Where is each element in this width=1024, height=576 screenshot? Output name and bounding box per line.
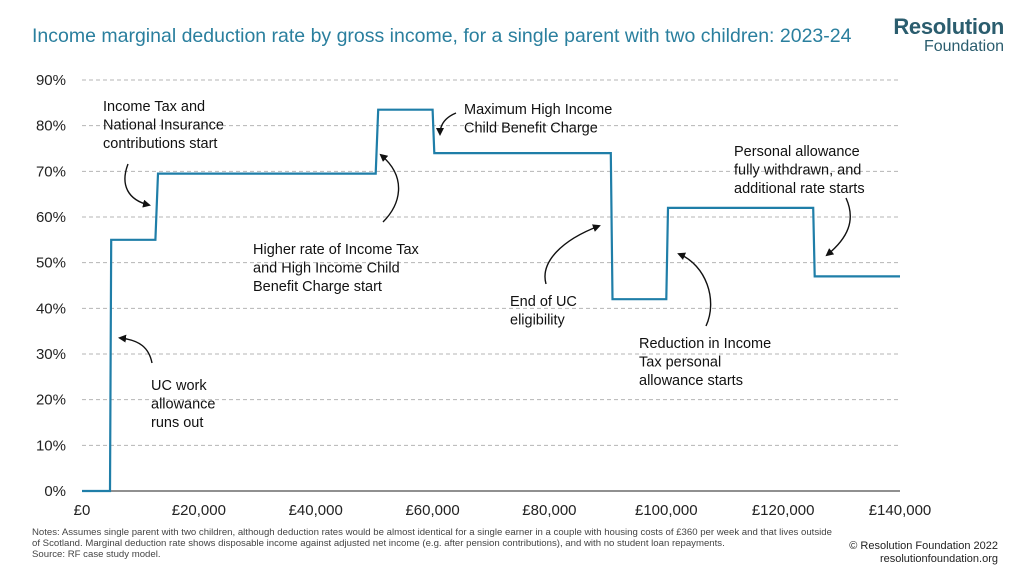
annotation-arrow: [379, 153, 400, 223]
notes-text: Notes: Assumes single parent with two ch…: [32, 527, 832, 549]
annotation-label: Reduction in Income Tax personal allowance…: [639, 336, 771, 389]
annotation-arrow: [825, 197, 851, 257]
annotation-label: UC work allowance runs out: [151, 378, 216, 431]
annotation-arrow: [544, 224, 601, 285]
series-line: [82, 108, 900, 493]
gridlines: [82, 79, 900, 446]
annotation-label: Personal allowance fully withdrawn, and ad…: [734, 144, 865, 197]
website-text: resolutionfoundation.org: [879, 553, 998, 565]
annotation-label: Higher rate of Income Tax and High Income…: [253, 242, 420, 295]
x-tick-label: £60,000: [405, 502, 459, 519]
annotation-uc-work: UC work allowance runs out: [118, 334, 216, 431]
annotation-pa-withdrawn: Personal allowance fully withdrawn, and ad…: [734, 144, 865, 257]
annotation-end-uc: End of UC eligibility: [510, 224, 601, 329]
y-tick-label: 50%: [36, 255, 66, 272]
chart-title: Income marginal deduction rate by gross …: [32, 25, 852, 47]
logo-line-1: Resolution: [893, 14, 1004, 39]
annotations: Income Tax and National Insurance contribu…: [103, 99, 865, 431]
y-tick-label: 0%: [44, 483, 66, 500]
annotation-pa-reduction: Reduction in Income Tax personal allowance…: [639, 252, 771, 389]
x-tick-label: £20,000: [172, 502, 226, 519]
x-tick-label: £0: [74, 502, 91, 519]
y-tick-label: 60%: [36, 209, 66, 226]
y-tick-label: 10%: [36, 437, 66, 454]
annotation-higher-rate: Higher rate of Income Tax and High Income…: [253, 153, 420, 295]
annotation-arrow: [124, 163, 151, 208]
x-tick-label: £140,000: [869, 502, 932, 519]
annotation-label: Income Tax and National Insurance contribu…: [103, 99, 224, 152]
annotation-arrow: [436, 112, 457, 136]
y-axis-tick-labels: 0% 10% 20% 30% 40% 50% 60% 70% 80% 90%: [36, 72, 66, 500]
y-tick-label: 80%: [36, 118, 66, 135]
x-axis-tick-labels: £0 £20,000 £40,000 £60,000 £80,000 £100,000 £1…: [74, 502, 932, 519]
y-tick-label: 70%: [36, 163, 66, 180]
y-tick-label: 20%: [36, 392, 66, 409]
annotation-max-hicbc: Maximum High Income Child Benefit Charge: [436, 102, 612, 137]
y-tick-label: 40%: [36, 300, 66, 317]
x-tick-label: £40,000: [289, 502, 343, 519]
annotation-label: End of UC eligibility: [510, 294, 577, 329]
x-tick-label: £120,000: [752, 502, 815, 519]
footnotes: Notes: Assumes single parent with two ch…: [32, 527, 832, 560]
logo-line-2: Foundation: [923, 38, 1004, 55]
resolution-foundation-logo: Resolution Foundation: [893, 14, 1004, 56]
annotation-arrow: [118, 334, 153, 364]
y-tick-label: 90%: [36, 72, 66, 89]
x-tick-label: £80,000: [522, 502, 576, 519]
annotation-it-ni: Income Tax and National Insurance contribu…: [103, 99, 224, 208]
source-text: Source: RF case study model.: [32, 549, 161, 560]
x-tick-label: £100,000: [635, 502, 698, 519]
copyright-text: © Resolution Foundation 2022: [849, 540, 998, 552]
annotation-arrow: [677, 252, 712, 327]
copyright-block: © Resolution Foundation 2022 resolutionf…: [849, 540, 998, 566]
annotation-label: Maximum High Income Child Benefit Charge: [464, 102, 612, 137]
y-tick-label: 30%: [36, 346, 66, 363]
